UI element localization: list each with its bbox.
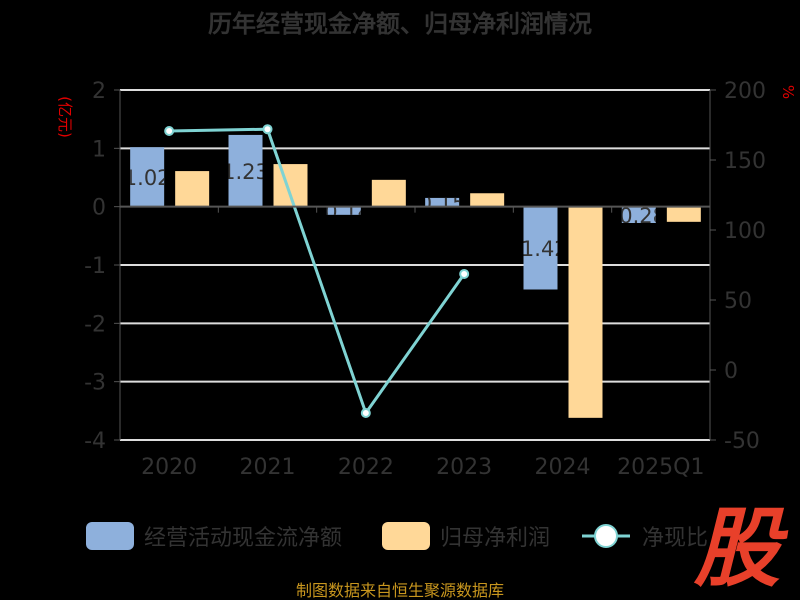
ratio-point	[164, 126, 175, 137]
legend-marker-ratio[interactable]	[594, 524, 618, 548]
y2-tick-label: 50	[724, 289, 752, 314]
y-tick-label: 1	[92, 137, 106, 162]
cashflow-data-label: 1.02	[124, 166, 171, 190]
cashflow-bar	[130, 147, 165, 207]
cashflow-bar	[326, 206, 361, 215]
cashflow-data-label: -0.14	[317, 200, 371, 224]
x-tick-label: 2025Q1	[617, 455, 704, 480]
y2-tick-label: 0	[724, 359, 738, 384]
y-tick-label: 2	[92, 79, 106, 104]
x-tick-label: 2023	[436, 455, 492, 480]
profit-bar	[470, 193, 505, 207]
ratio-point	[262, 124, 273, 135]
cashflow-bar	[228, 134, 263, 207]
y2-tick-label: -50	[724, 429, 760, 454]
y-tick-label: -1	[84, 254, 106, 279]
cashflow-data-label: -1.42	[513, 237, 567, 261]
legend-label-profit[interactable]: 归母净利润	[440, 526, 550, 551]
x-tick-label: 2021	[240, 455, 296, 480]
y2-tick-label: 100	[724, 219, 766, 244]
y2-axis-label: %	[779, 85, 797, 99]
x-tick-label: 2022	[338, 455, 394, 480]
y2-tick-label: 200	[724, 79, 766, 104]
legend-label-cashflow[interactable]: 经营活动现金流净额	[144, 526, 342, 551]
cashflow-bar	[523, 206, 558, 290]
y-tick-label: -2	[84, 312, 106, 337]
cashflow-data-label: 0.15	[419, 191, 466, 215]
chart-title: 历年经营现金净额、归母净利润情况	[208, 10, 592, 38]
source-note: 制图数据来自恒生聚源数据库	[296, 581, 504, 600]
legend-label-ratio[interactable]: 净现比	[642, 526, 708, 551]
y2-tick-label: 150	[724, 149, 766, 174]
cashflow-data-label: 1.23	[222, 160, 269, 184]
profit-bar	[666, 206, 701, 222]
profit-bar	[175, 171, 210, 207]
y-tick-label: -4	[84, 429, 106, 454]
cashflow-bar	[621, 206, 656, 223]
y-tick-label: 0	[92, 196, 106, 221]
cashflow-bar	[425, 197, 460, 207]
x-tick-label: 2024	[535, 455, 591, 480]
profit-bar	[273, 164, 308, 207]
legend-swatch-profit[interactable]	[382, 522, 430, 550]
legend-swatch-cashflow[interactable]	[86, 522, 134, 550]
ratio-point	[360, 407, 371, 418]
cashflow-data-label: -0.28	[612, 204, 666, 228]
y-tick-label: -3	[84, 371, 106, 396]
profit-bar	[371, 179, 406, 207]
legend: 经营活动现金流净额 归母净利润 净现比	[86, 522, 708, 551]
y-axis-label: (亿元)	[56, 96, 74, 138]
x-tick-label: 2020	[141, 455, 197, 480]
logo-mark: 股	[693, 499, 789, 599]
ratio-point	[459, 268, 470, 279]
profit-bar	[568, 206, 603, 418]
ratio-line	[169, 127, 466, 417]
